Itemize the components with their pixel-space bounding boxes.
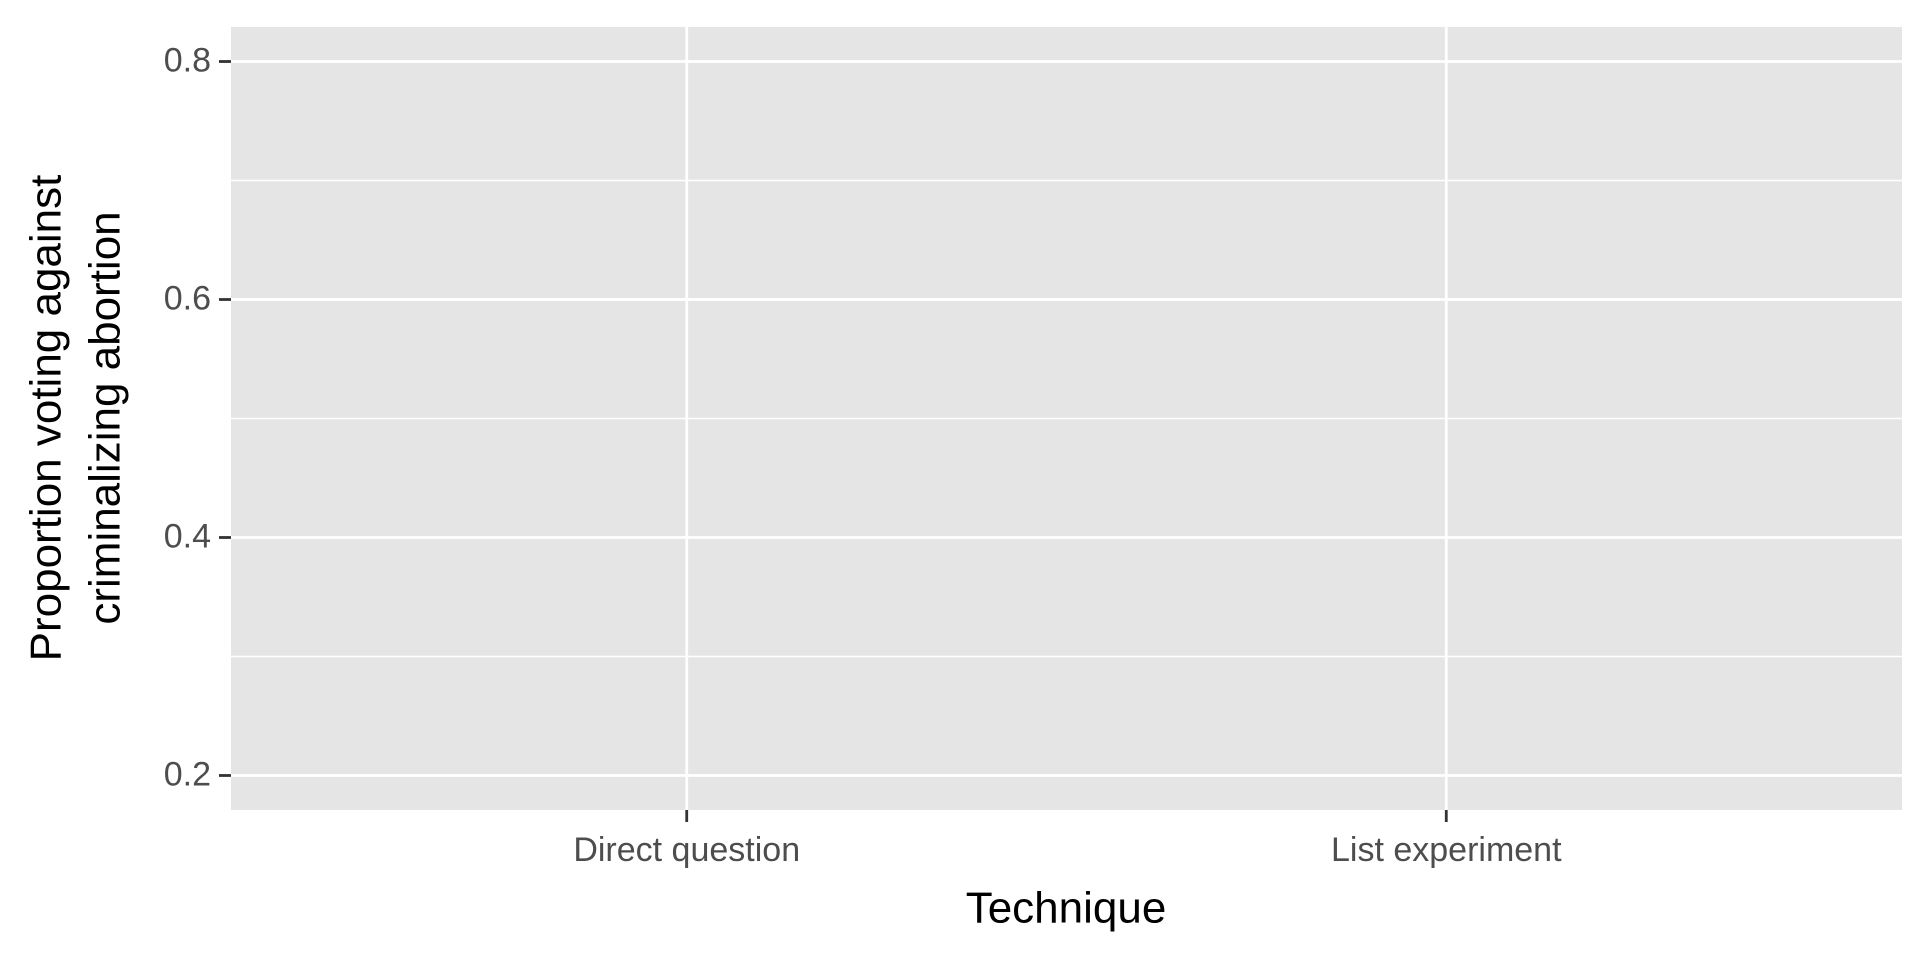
y-tick-label: 0.4 — [164, 517, 211, 555]
y-axis-title: Proportion voting against — [22, 175, 71, 662]
y-tick-label: 0.2 — [164, 755, 211, 793]
y-tick-label: 0.8 — [164, 41, 211, 79]
y-axis-title: criminalizing abortion — [81, 211, 130, 624]
x-tick-label: Direct question — [573, 831, 800, 869]
y-tick-label: 0.6 — [164, 279, 211, 317]
x-tick-label: List experiment — [1331, 831, 1562, 869]
x-axis-title: Technique — [966, 884, 1167, 933]
